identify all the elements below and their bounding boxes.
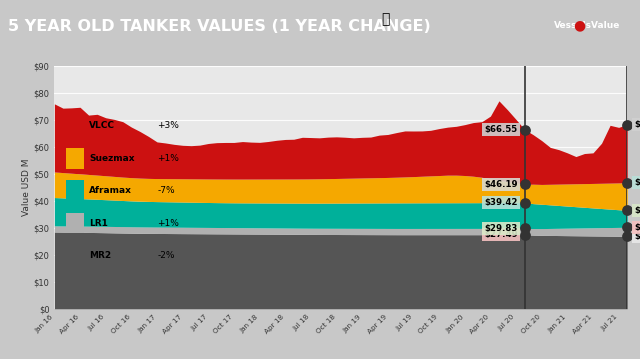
Bar bbox=[66, 213, 84, 233]
Text: -2%: -2% bbox=[157, 251, 175, 260]
Text: $36.54: $36.54 bbox=[634, 206, 640, 215]
Point bbox=[520, 225, 530, 231]
Text: 💧: 💧 bbox=[381, 13, 389, 27]
Text: $30.26: $30.26 bbox=[634, 223, 640, 232]
Text: Aframax: Aframax bbox=[89, 186, 132, 195]
Text: MR2: MR2 bbox=[89, 251, 111, 260]
Text: $66.55: $66.55 bbox=[484, 125, 518, 134]
Text: $46.79: $46.79 bbox=[634, 178, 640, 187]
Text: VesselsValue: VesselsValue bbox=[554, 20, 621, 29]
Text: Suezmax: Suezmax bbox=[89, 154, 134, 163]
Text: $39.42: $39.42 bbox=[484, 198, 518, 207]
Text: -7%: -7% bbox=[157, 186, 175, 195]
Y-axis label: Value USD M: Value USD M bbox=[22, 159, 31, 216]
Bar bbox=[66, 245, 84, 266]
Bar bbox=[66, 148, 84, 168]
Text: +1%: +1% bbox=[157, 154, 179, 163]
Point bbox=[622, 224, 632, 230]
Text: ●: ● bbox=[573, 18, 585, 32]
Point bbox=[520, 200, 530, 205]
Point bbox=[520, 182, 530, 187]
Point bbox=[622, 180, 632, 186]
Point bbox=[622, 122, 632, 127]
Point bbox=[622, 233, 632, 239]
Text: $26.89: $26.89 bbox=[634, 232, 640, 241]
Text: LR1: LR1 bbox=[89, 219, 108, 228]
Text: $68.4: $68.4 bbox=[634, 120, 640, 129]
Text: 5 YEAR OLD TANKER VALUES (1 YEAR CHANGE): 5 YEAR OLD TANKER VALUES (1 YEAR CHANGE) bbox=[8, 19, 431, 34]
Text: +1%: +1% bbox=[157, 219, 179, 228]
Point bbox=[520, 127, 530, 132]
Bar bbox=[66, 180, 84, 201]
Text: $27.49: $27.49 bbox=[484, 230, 518, 239]
Text: +3%: +3% bbox=[157, 121, 179, 130]
Bar bbox=[66, 116, 84, 136]
Text: VLCC: VLCC bbox=[89, 121, 115, 130]
Point bbox=[622, 208, 632, 213]
Text: $29.83: $29.83 bbox=[484, 224, 518, 233]
Text: $46.19: $46.19 bbox=[484, 180, 518, 189]
Point bbox=[520, 232, 530, 238]
